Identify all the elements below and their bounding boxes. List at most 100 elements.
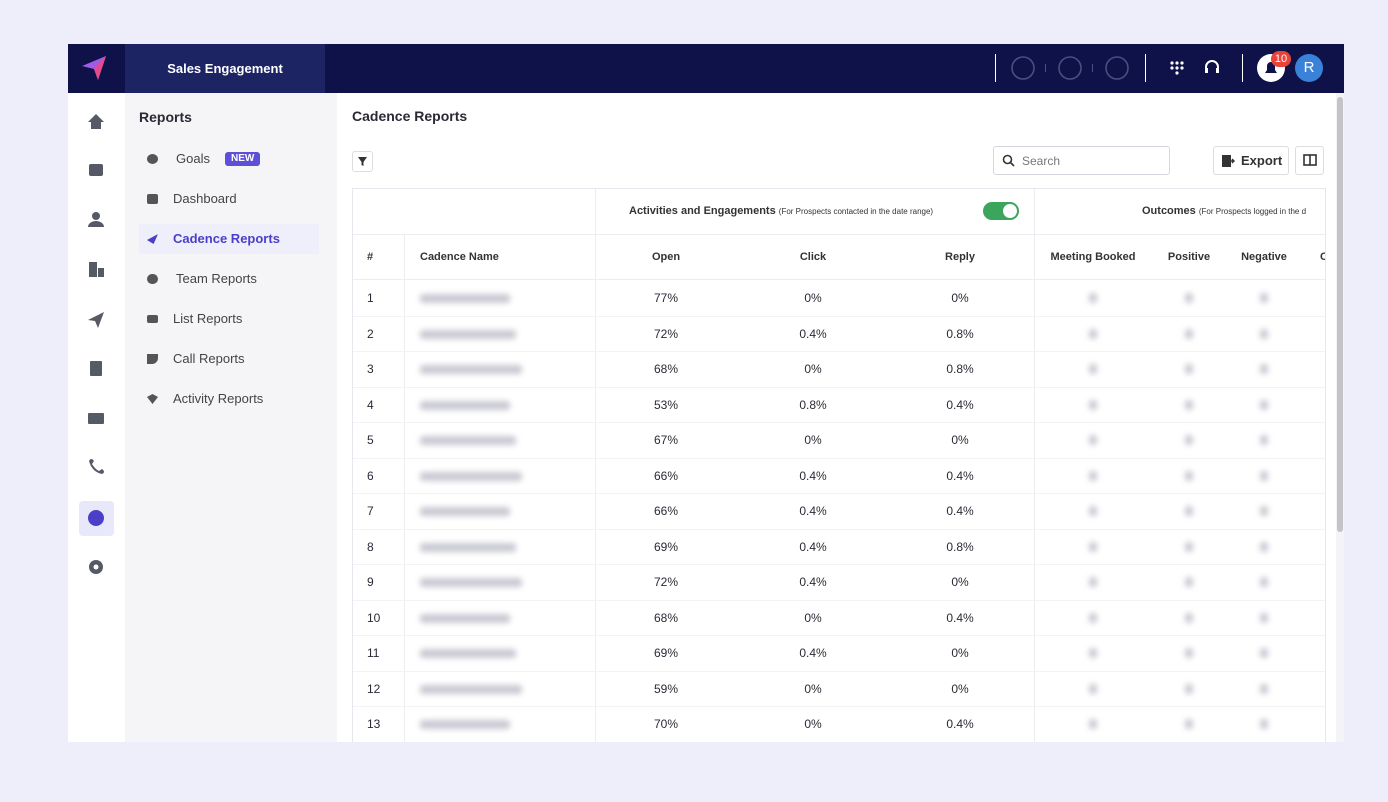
metric-cell: 72% (653, 575, 679, 589)
column-header: C (1320, 251, 1325, 263)
row-number: 5 (367, 433, 374, 447)
metric-cell: 68% (653, 610, 679, 625)
row-number: 2 (367, 326, 374, 341)
table-line (353, 315, 1325, 317)
outcome-blurred (1089, 577, 1097, 587)
row-number: 6 (367, 468, 374, 483)
sidebar-title: Reports (139, 109, 192, 125)
new-badge: NEW (225, 152, 261, 166)
cadence-name-blurred (420, 400, 510, 410)
cadence-name-blurred (420, 684, 522, 694)
divider (1242, 54, 1243, 82)
nav-label: Call Reports (173, 351, 245, 366)
nav-label: Goals (176, 151, 210, 166)
table-line (353, 635, 1325, 636)
outcome-blurred (1089, 399, 1097, 410)
table-line (353, 457, 1325, 459)
columns-button[interactable] (1295, 146, 1324, 175)
row-number: 1 (367, 291, 374, 305)
nav-item[interactable]: List Reports (139, 304, 319, 334)
filter-button[interactable] (352, 151, 373, 172)
table-line (353, 493, 1325, 494)
outcome-blurred (1089, 541, 1097, 552)
top-icons[interactable] (1010, 55, 1140, 81)
outcome-blurred (1089, 470, 1097, 481)
row-number: 12 (367, 681, 381, 696)
metric-cell: 0% (804, 610, 822, 625)
metric-cell: 0% (951, 291, 969, 305)
row-number: 4 (367, 397, 374, 412)
column-header: Negative (1241, 251, 1287, 263)
apps-icon[interactable] (1169, 60, 1185, 76)
notification-count: 10 (1271, 51, 1291, 67)
nav-item[interactable]: Dashboard (139, 184, 319, 214)
table-line (595, 189, 596, 742)
product-name[interactable]: Sales Engagement (125, 44, 325, 93)
outcome-blurred (1260, 612, 1268, 623)
table-line (353, 528, 1325, 530)
search-box[interactable]: Search (993, 146, 1170, 175)
cadence-name-blurred (420, 649, 516, 658)
outcome-blurred (1089, 293, 1097, 303)
table-line (353, 564, 1325, 565)
outcome-blurred (1260, 293, 1268, 303)
outcome-blurred (1185, 399, 1193, 410)
cadence-name-blurred (420, 507, 510, 516)
nav-item[interactable]: Activity Reports (139, 384, 319, 414)
row-number: 9 (367, 575, 374, 589)
metric-cell: 0.4% (799, 646, 827, 660)
outcome-blurred (1185, 648, 1193, 658)
sidebar: Reports Goals NEW Dashboard Cadence Repor… (125, 93, 337, 742)
outcome-blurred (1089, 648, 1097, 658)
metric-cell: 0.4% (946, 610, 974, 625)
row-number: 10 (367, 610, 381, 625)
metric-cell: 72% (653, 326, 679, 341)
metric-cell: 0.8% (946, 326, 974, 341)
metric-cell: 0.4% (946, 717, 974, 731)
export-button[interactable]: Export (1213, 146, 1289, 175)
cadence-name-blurred (420, 329, 516, 339)
metric-cell: 0% (804, 291, 822, 305)
top-bar: Sales Engagement 10 R (68, 44, 1344, 93)
toggle[interactable] (983, 202, 1019, 220)
group-title: Outcomes (1142, 205, 1196, 217)
metric-cell: 0.8% (799, 397, 827, 412)
nav-item[interactable]: Call Reports (139, 344, 319, 374)
outcome-blurred (1185, 541, 1193, 552)
row-number: 11 (367, 646, 380, 660)
metric-cell: 70% (653, 717, 679, 731)
metric-cell: 0.4% (799, 539, 827, 554)
support-icon[interactable] (1203, 59, 1221, 77)
cadence-name-blurred (420, 436, 516, 445)
outcome-blurred (1260, 470, 1268, 481)
cadence-name-blurred (420, 542, 516, 552)
outcome-blurred (1260, 328, 1268, 339)
nav-item[interactable]: Team Reports (139, 264, 319, 294)
avatar[interactable]: R (1295, 54, 1323, 82)
nav-item[interactable]: Goals NEW (139, 144, 319, 174)
metric-cell: 0.8% (946, 362, 974, 376)
outcome-blurred (1185, 435, 1193, 445)
divider (995, 54, 996, 82)
group-note: (For Prospects logged in the d (1198, 207, 1307, 216)
metric-cell: 0.4% (946, 468, 974, 483)
metric-cell: 0% (951, 646, 969, 660)
metric-cell: 68% (653, 362, 679, 376)
table-line (404, 235, 405, 742)
column-header: Cadence Name (420, 251, 499, 263)
metric-cell: 53% (653, 397, 679, 412)
metric-cell: 0% (804, 362, 822, 376)
metric-cell: 66% (653, 504, 679, 518)
table-line (353, 706, 1325, 707)
column-header: Click (799, 251, 827, 263)
metric-cell: 0.4% (946, 504, 974, 518)
row-number: 7 (367, 504, 374, 518)
search-placeholder: Search (1022, 154, 1061, 168)
cadence-name-blurred (420, 720, 510, 729)
table-line (1034, 189, 1035, 742)
column-header: Meeting Booked (1050, 251, 1136, 263)
cadence-name-blurred (420, 613, 510, 623)
table-line (353, 234, 1325, 235)
outcome-blurred (1089, 719, 1097, 729)
nav-item-active[interactable]: Cadence Reports (139, 224, 319, 254)
